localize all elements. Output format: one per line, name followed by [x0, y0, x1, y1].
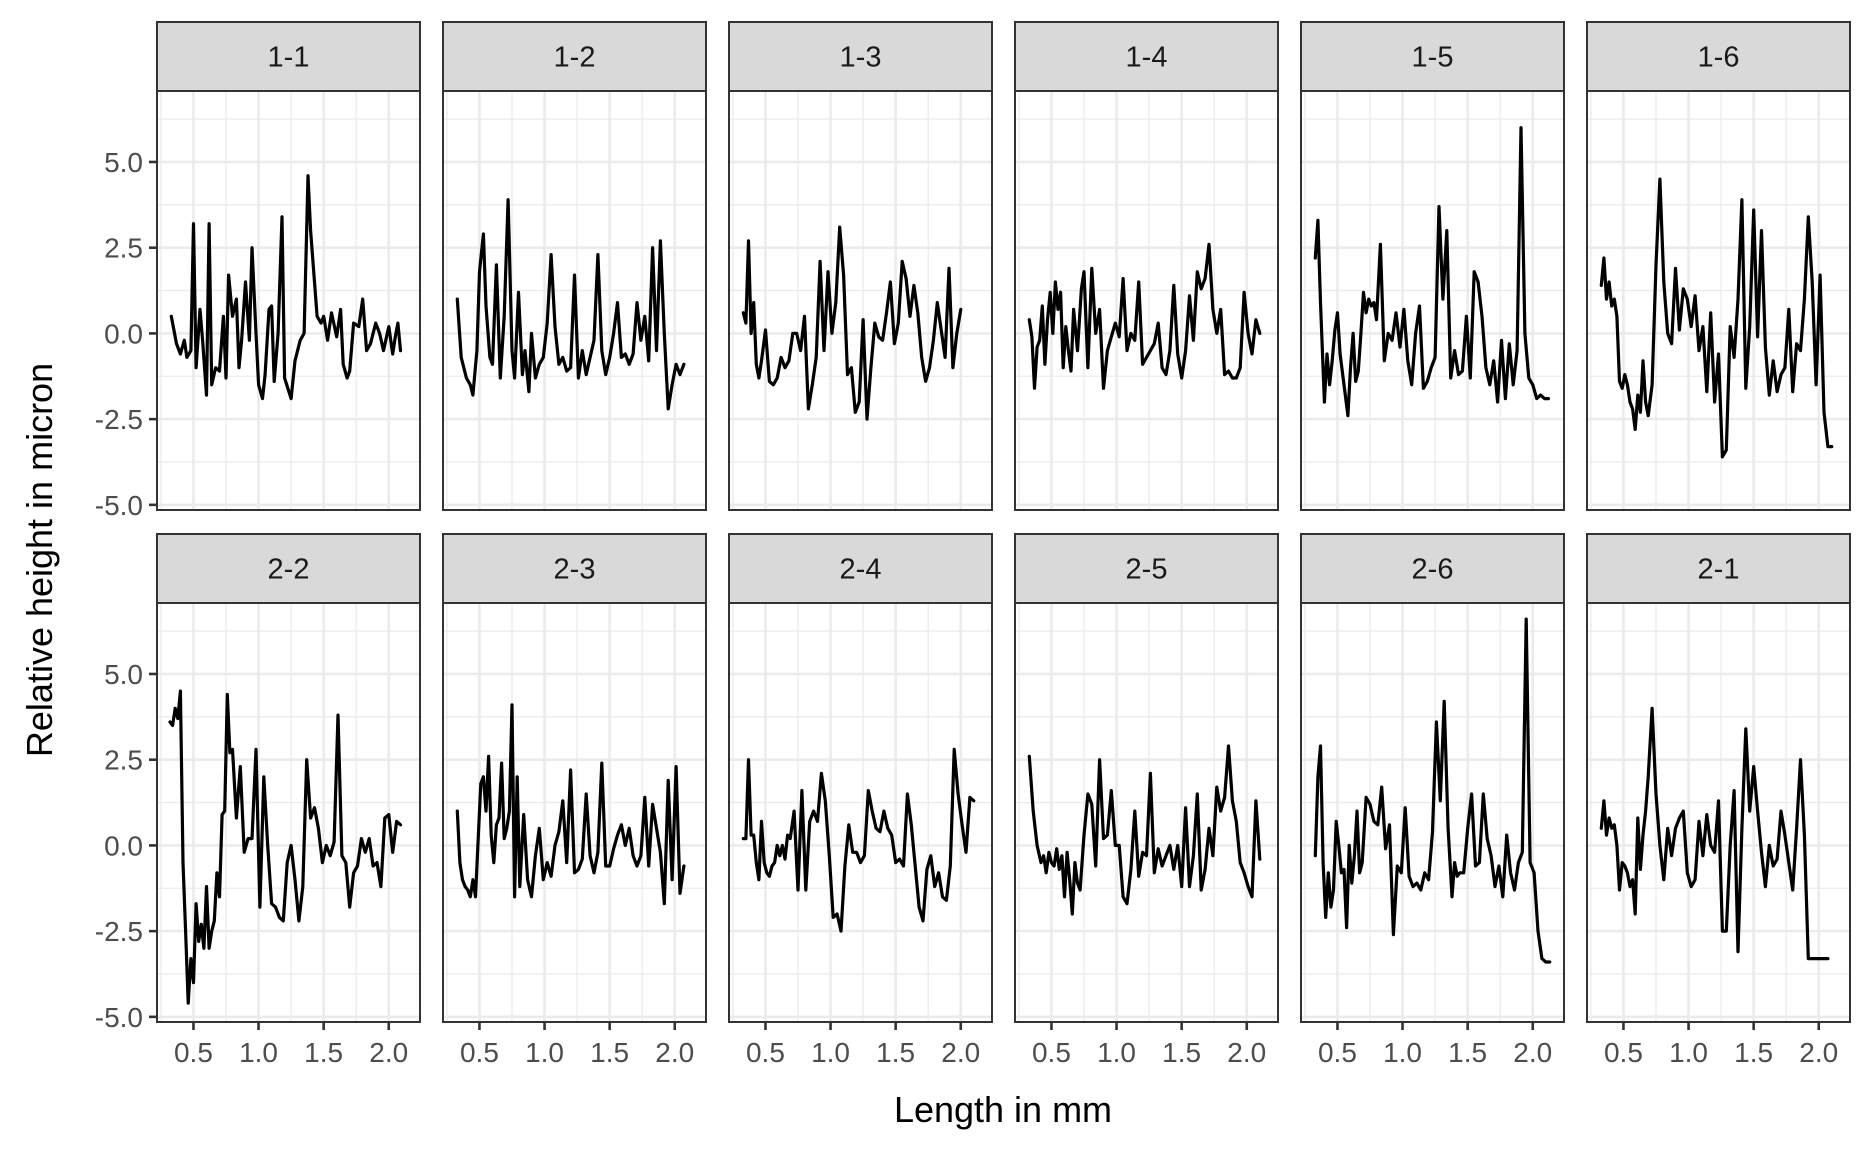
profile-line: [455, 703, 686, 906]
facet-panel-1-2: 1-2: [442, 21, 707, 511]
facet-label: 1-5: [1412, 42, 1454, 74]
x-tick-label: 1.5: [1734, 1037, 1773, 1068]
profile-line: [169, 174, 403, 401]
y-tick-label: 2.5: [104, 745, 143, 776]
x-tick-label: 0.5: [174, 1037, 213, 1068]
facet-label: 1-6: [1698, 42, 1740, 74]
facet-label: 2-6: [1412, 554, 1454, 586]
facet-panel-2-1: 2-1 0.5 1.0 1.5 2.0: [1586, 533, 1851, 1068]
x-tick-label: 2.0: [941, 1037, 980, 1068]
x-tick-label: 1.0: [1383, 1037, 1422, 1068]
x-tick-label: 0.5: [1032, 1037, 1071, 1068]
facet-strip: [1586, 533, 1851, 604]
x-tick-label: 2.0: [369, 1037, 408, 1068]
x-tick-label: 1.5: [590, 1037, 629, 1068]
x-axis-title: Length in mm: [894, 1089, 1112, 1130]
x-tick-label: 1.5: [876, 1037, 915, 1068]
facet-label: 2-4: [840, 554, 882, 586]
facet-label: 2-3: [554, 554, 596, 586]
x-tick-label: 1.0: [525, 1037, 564, 1068]
facet-panel-1-5: 1-5: [1300, 21, 1565, 511]
x-tick-label: 1.5: [304, 1037, 343, 1068]
facet-panel-2-5: 2-5 0.5 1.0 1.5 2.0: [1014, 533, 1279, 1068]
facet-strip: [1014, 533, 1279, 604]
facet-label: 1-2: [554, 42, 596, 74]
profile-line: [1313, 617, 1552, 964]
facet-strip: [156, 21, 421, 92]
x-tick-label: 0.5: [460, 1037, 499, 1068]
facet-strip: [1300, 21, 1565, 92]
facet-strip: [728, 533, 993, 604]
y-tick-label: 5.0: [104, 659, 143, 690]
x-tick-label: 2.0: [655, 1037, 694, 1068]
x-tick-label: 0.5: [1318, 1037, 1357, 1068]
profile-line: [1313, 126, 1551, 418]
profile-line: [455, 198, 686, 411]
y-tick-label: 0.0: [104, 830, 143, 861]
profile-line: [168, 689, 403, 1005]
facet-strip: [728, 21, 993, 92]
x-tick-label: 1.0: [1097, 1037, 1136, 1068]
y-tick-label: 5.0: [104, 147, 143, 178]
facet-panel-1-4: 1-4: [1014, 21, 1279, 511]
facet-strip: [1586, 21, 1851, 92]
y-axis-title: Relative height in micron: [19, 363, 60, 757]
y-tick-label: 2.5: [104, 233, 143, 264]
x-tick-label: 1.0: [1669, 1037, 1708, 1068]
y-tick-label: -2.5: [95, 404, 143, 435]
facet-panel-2-3: 2-3 0.5 1.0 1.5 2.0: [442, 533, 707, 1068]
x-tick-label: 1.5: [1162, 1037, 1201, 1068]
y-tick-label: -2.5: [95, 916, 143, 947]
y-tick-label: -5.0: [95, 1002, 143, 1033]
facet-label: 1-3: [840, 42, 882, 74]
facet-label: 2-1: [1698, 554, 1740, 586]
facet-panel-2-4: 2-4 0.5 1.0 1.5 2.0: [728, 533, 993, 1068]
facet-strip: [156, 533, 421, 604]
x-tick-label: 2.0: [1227, 1037, 1266, 1068]
facet-strip: [1014, 21, 1279, 92]
facet-panel-1-3: 1-3: [728, 21, 993, 511]
facet-strip: [1300, 533, 1565, 604]
facet-label: 2-2: [268, 554, 310, 586]
profile-line: [1027, 744, 1262, 916]
x-tick-label: 1.0: [239, 1037, 278, 1068]
x-tick-label: 1.5: [1448, 1037, 1487, 1068]
profile-line: [741, 225, 963, 421]
profile-line: [741, 747, 976, 933]
facet-panel-1-1: 1-1 -5.0 -2.5 0.0 2.5 5.0: [95, 21, 421, 521]
x-tick-label: 2.0: [1513, 1037, 1552, 1068]
profile-line: [1599, 706, 1830, 961]
y-tick-label: 0.0: [104, 318, 143, 349]
facet-panel-2-6: 2-6 0.5 1.0 1.5 2.0: [1300, 533, 1565, 1068]
x-tick-label: 0.5: [1604, 1037, 1643, 1068]
facet-label: 1-4: [1126, 42, 1168, 74]
facet-panel-2-2: 2-2 -5.0 -2.5 0.0 2.5 5.0 0.5 1.0 1.5 2.0: [95, 533, 421, 1068]
facet-label: 2-5: [1126, 554, 1168, 586]
x-tick-label: 0.5: [746, 1037, 785, 1068]
facet-strip: [442, 21, 707, 92]
x-tick-label: 1.0: [811, 1037, 850, 1068]
x-tick-label: 2.0: [1799, 1037, 1838, 1068]
y-tick-label: -5.0: [95, 490, 143, 521]
profile-line: [1599, 177, 1834, 459]
facet-panel-1-6: 1-6: [1586, 21, 1851, 511]
profile-line: [1027, 242, 1262, 390]
panels: 1-1 -5.0 -2.5 0.0 2.5 5.0 1-2 1-3 1-4 1-5 1-6 2-2 -5…: [95, 21, 1851, 1068]
facet-label: 1-1: [268, 42, 310, 74]
facet-strip: [442, 533, 707, 604]
